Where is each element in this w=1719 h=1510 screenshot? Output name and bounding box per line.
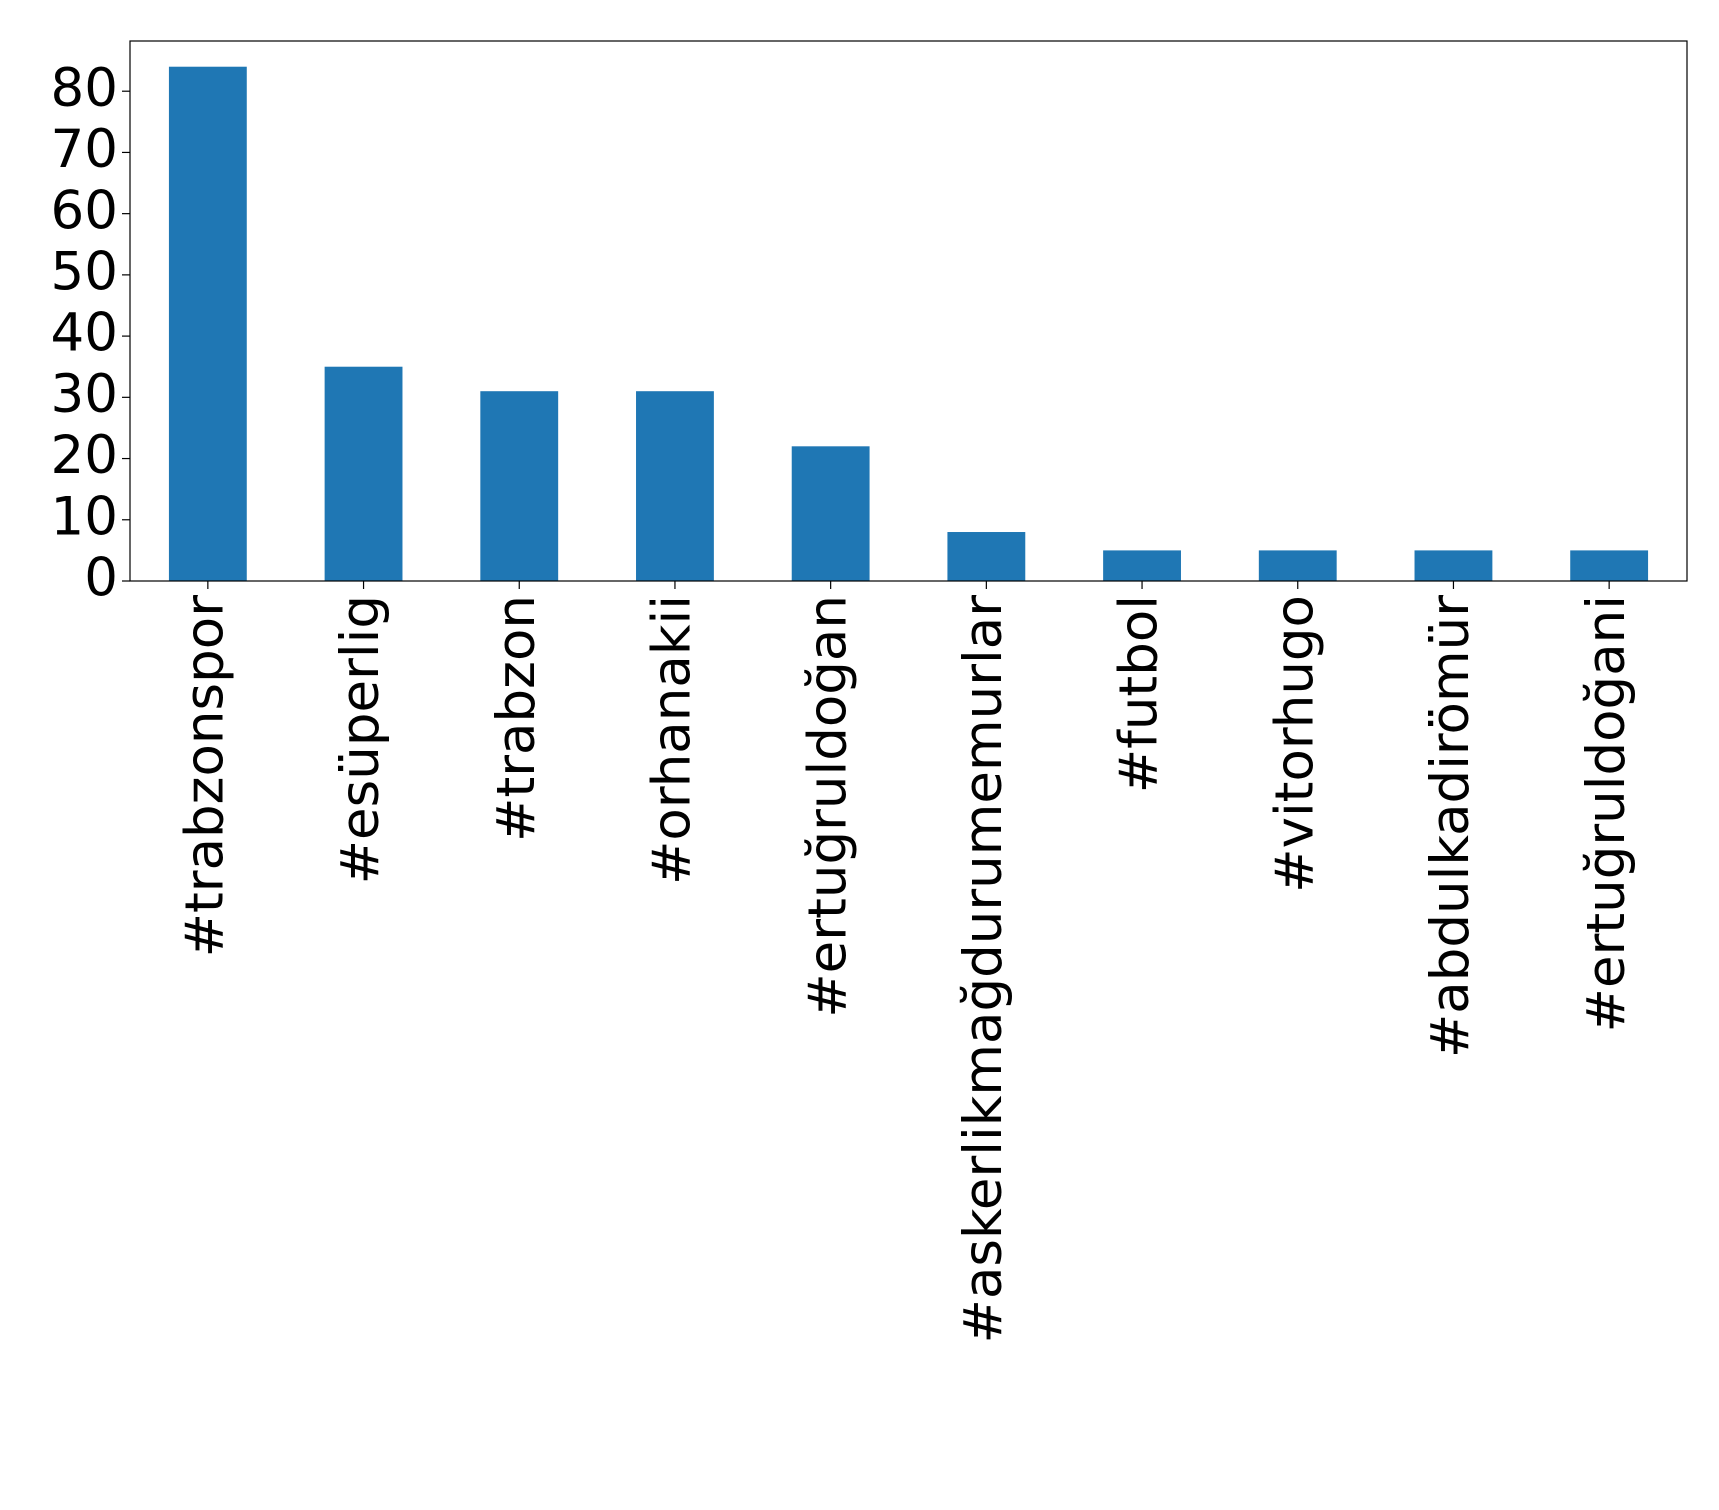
- x-tick-label: #abdulkadirömür: [1420, 595, 1481, 1058]
- x-tick-label: #ertuğruldoğani: [1576, 595, 1637, 1032]
- bar: [947, 532, 1026, 581]
- y-tick-label: 50: [51, 242, 118, 303]
- y-tick-label: 60: [51, 180, 118, 241]
- y-tick-label: 0: [84, 548, 118, 609]
- y-tick-label: 40: [51, 303, 118, 364]
- bar: [1414, 550, 1493, 581]
- bar: [324, 366, 403, 581]
- bar: [1258, 550, 1337, 581]
- y-tick-label: 80: [51, 58, 118, 119]
- bar: [636, 391, 714, 581]
- x-tick-label: #trabzonspor: [174, 595, 235, 958]
- x-tick-label: #trabzon: [486, 595, 547, 842]
- y-tick-label: 70: [51, 119, 118, 180]
- x-tick-label: #esüperlig: [330, 595, 391, 884]
- bar: [791, 446, 870, 581]
- bar: [1570, 550, 1649, 581]
- bar: [1103, 550, 1181, 581]
- y-tick-label: 10: [51, 486, 118, 547]
- y-tick-label: 30: [51, 364, 118, 425]
- y-tick-label: 20: [51, 425, 118, 486]
- x-tick-label: #orhanakii: [642, 595, 703, 885]
- bar: [480, 391, 559, 581]
- x-tick-label: #ertuğruldoğan: [797, 595, 858, 1018]
- x-tick-label: #vitorhugo: [1264, 595, 1325, 893]
- x-tick-label: #futbol: [1109, 595, 1170, 793]
- bar: [168, 66, 247, 581]
- plot-frame: [129, 40, 1688, 582]
- x-tick-label: #askerlikmağdurumemurlar: [953, 595, 1014, 1344]
